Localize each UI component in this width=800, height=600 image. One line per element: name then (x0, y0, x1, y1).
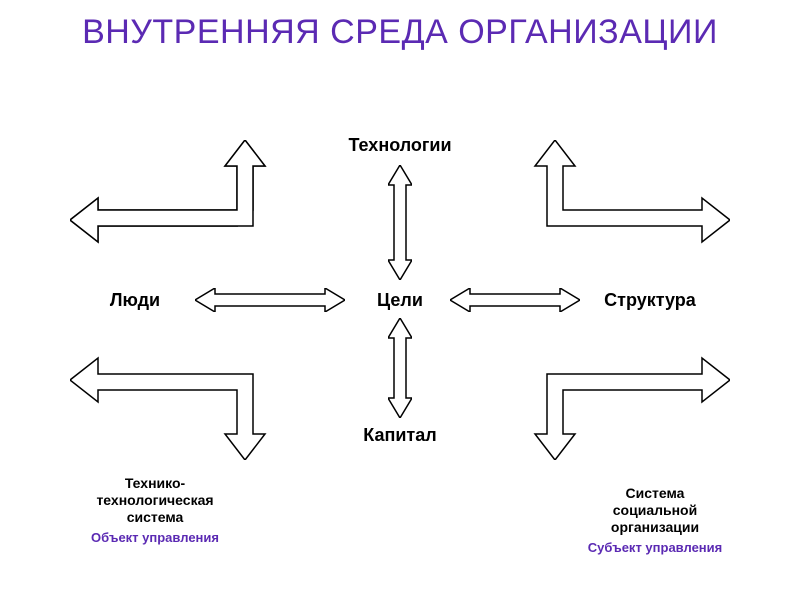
label-bottom-left-sub: Объект управления (70, 530, 240, 545)
label-left: Люди (95, 290, 175, 311)
label-bottom-right-sub: Субъект управления (570, 540, 740, 555)
label-bottom-right: Система социальной организации (580, 485, 730, 536)
elbow-arrow-top-right (530, 140, 730, 260)
diagram-canvas: ВНУТРЕННЯЯ СРЕДА ОРГАНИЗАЦИИ Цели Технол… (0, 0, 800, 600)
label-center: Цели (370, 290, 430, 311)
elbow-arrow-bottom-left (70, 340, 270, 460)
label-bottom-right-line2: социальной (613, 502, 697, 518)
diagram-title: ВНУТРЕННЯЯ СРЕДА ОРГАНИЗАЦИИ (0, 12, 800, 52)
label-bottom: Капитал (350, 425, 450, 446)
arrow-center-bottom (388, 318, 412, 418)
label-bottom-right-line3: организации (611, 519, 699, 535)
label-bottom-left-line1: Технико- (125, 475, 185, 491)
label-bottom-left-line2: технологическая (96, 492, 213, 508)
arrow-center-right (450, 288, 580, 312)
label-top: Технологии (340, 135, 460, 156)
label-bottom-right-line1: Система (626, 485, 685, 501)
label-right: Структура (590, 290, 710, 311)
elbow-arrow-bottom-right (530, 340, 730, 460)
label-bottom-left: Технико- технологическая система (70, 475, 240, 526)
elbow-arrow-top-left (70, 140, 270, 260)
arrow-center-left (195, 288, 345, 312)
arrow-center-top (388, 165, 412, 280)
label-bottom-left-line3: система (127, 509, 184, 525)
